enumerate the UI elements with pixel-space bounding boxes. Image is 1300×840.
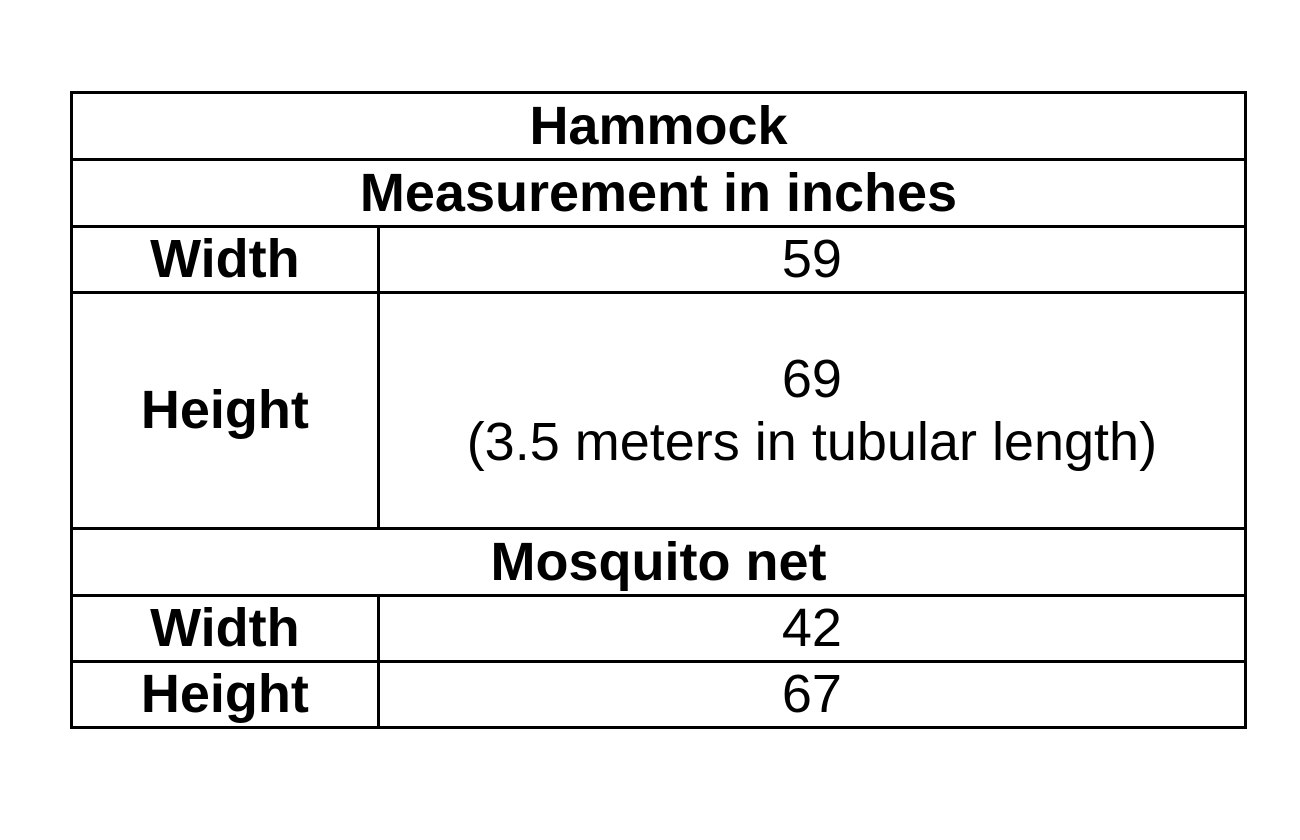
table-title: Hammock — [70, 91, 1247, 161]
table-subtitle: Measurement in inches — [70, 158, 1247, 228]
net-height-label: Height — [70, 660, 380, 729]
table-title-row: Hammock — [70, 91, 1247, 161]
hammock-width-value: 59 — [376, 225, 1248, 294]
hammock-height-value: 69 — [781, 349, 842, 410]
table-row: Width 59 — [70, 225, 1248, 294]
hammock-width-label: Width — [70, 225, 380, 294]
section-title: Mosquito net — [70, 527, 1247, 597]
table-row: Height 67 — [70, 660, 1248, 729]
hammock-height-note: (3.5 meters in tubular length) — [466, 411, 1158, 472]
net-height-value: 67 — [376, 660, 1248, 729]
measurement-table: Hammock Measurement in inches Width 59 H… — [70, 91, 1248, 729]
table-subtitle-row: Measurement in inches — [70, 158, 1247, 228]
net-width-value: 42 — [376, 594, 1248, 663]
table-row: Width 42 — [70, 594, 1248, 663]
section-title-row: Mosquito net — [70, 527, 1247, 597]
hammock-height-label: Height — [70, 291, 380, 530]
net-width-label: Width — [70, 594, 380, 663]
table-row: Height 69 (3.5 meters in tubular length) — [70, 291, 1248, 530]
hammock-height-cell: 69 (3.5 meters in tubular length) — [376, 291, 1248, 530]
